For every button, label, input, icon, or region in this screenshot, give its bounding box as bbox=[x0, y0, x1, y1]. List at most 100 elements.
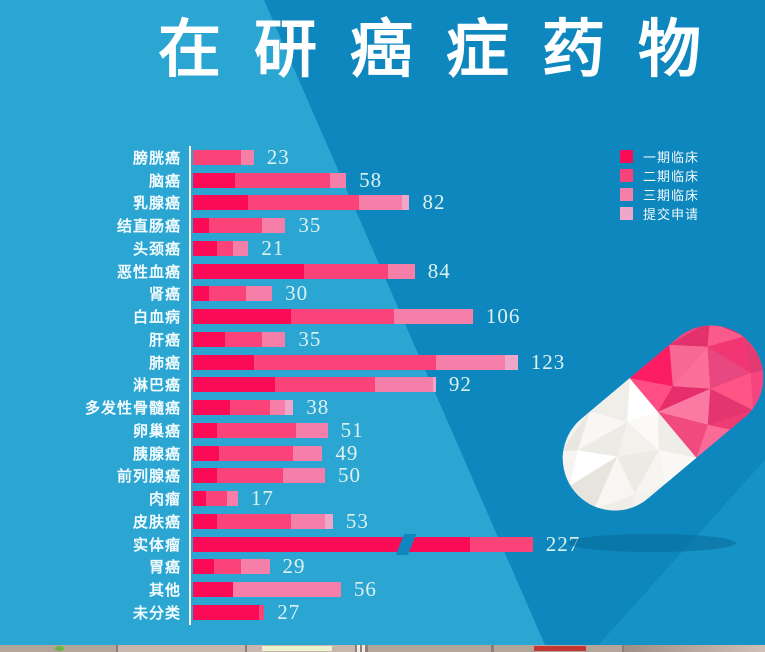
value-label: 51 bbox=[340, 417, 364, 442]
value-label: 84 bbox=[427, 258, 451, 283]
taskbar-button[interactable] bbox=[0, 645, 116, 652]
taskbar-button[interactable] bbox=[494, 645, 622, 652]
legend-item: 提交申请 bbox=[620, 204, 699, 223]
chart-row: 白血病 106 bbox=[0, 305, 640, 328]
category-label: 卵巢癌 bbox=[132, 422, 181, 440]
bar-segment-phase2 bbox=[224, 331, 262, 347]
bar-segment-phase3 bbox=[375, 377, 434, 393]
capsule-pill-illustration bbox=[541, 298, 765, 556]
bar-segment-phase2 bbox=[216, 513, 291, 529]
bar-segment-phase3 bbox=[293, 445, 323, 461]
taskbar bbox=[0, 645, 765, 652]
category-label: 胰腺癌 bbox=[132, 445, 181, 463]
bar-segment-phase3 bbox=[290, 513, 325, 529]
bar-segment-phase1 bbox=[193, 422, 217, 438]
chart-row: 卵巢癌 51 bbox=[0, 419, 640, 442]
taskbar-button[interactable] bbox=[357, 645, 360, 652]
bar-segment-phase3 bbox=[245, 286, 273, 302]
chart-row: 头颈癌 21 bbox=[0, 237, 640, 260]
bar-segment-phase2 bbox=[290, 309, 394, 325]
chart-row: 乳腺癌 82 bbox=[0, 192, 640, 215]
page-title: 在研癌症药物 bbox=[158, 15, 734, 85]
axis-line bbox=[189, 146, 191, 625]
bar-segment-phase3 bbox=[261, 218, 286, 234]
legend-item: 三期临床 bbox=[620, 185, 699, 204]
taskbar-button-icon bbox=[534, 646, 586, 651]
stacked-bar bbox=[193, 422, 328, 438]
bar-segment-phase3 bbox=[330, 172, 347, 188]
bar-segment-phase3 bbox=[359, 195, 402, 211]
category-label: 白血病 bbox=[132, 309, 181, 327]
value-label: 23 bbox=[266, 144, 290, 169]
legend-label: 三期临床 bbox=[643, 188, 700, 203]
bar-segment-phase1 bbox=[193, 491, 207, 507]
taskbar-button[interactable] bbox=[118, 645, 245, 652]
value-label: 50 bbox=[337, 463, 361, 488]
bar-segment-phase1 bbox=[193, 354, 254, 370]
category-label: 乳腺癌 bbox=[132, 195, 181, 213]
bar-segment-phase1 bbox=[193, 468, 217, 484]
chart-row: 多发性骨髓癌 38 bbox=[0, 396, 640, 419]
value-label: 123 bbox=[530, 349, 566, 374]
stacked-bar bbox=[193, 559, 270, 575]
bar-segment-phase1 bbox=[193, 536, 470, 552]
value-label: 227 bbox=[545, 531, 581, 556]
stacked-bar bbox=[193, 377, 436, 393]
bar-segment-phase3 bbox=[227, 491, 238, 507]
bar-segment-phase4 bbox=[401, 195, 410, 211]
category-label: 恶性血癌 bbox=[116, 263, 181, 281]
category-label: 结直肠癌 bbox=[116, 218, 181, 236]
value-label: 58 bbox=[359, 167, 383, 192]
stacked-bar bbox=[193, 263, 415, 279]
bar-segment-phase2 bbox=[248, 195, 360, 211]
bar-segment-phase3 bbox=[232, 582, 341, 598]
bar-segment-phase2 bbox=[216, 240, 233, 256]
stacked-bar bbox=[193, 491, 238, 507]
bar-segment-phase2 bbox=[219, 445, 294, 461]
stacked-bar bbox=[193, 195, 410, 211]
bar-segment-phase1 bbox=[193, 400, 230, 416]
category-label: 肉瘤 bbox=[148, 491, 181, 509]
chart-row: 恶性血癌 84 bbox=[0, 260, 640, 283]
bar-segment-phase1 bbox=[193, 195, 249, 211]
stacked-bar bbox=[193, 218, 286, 234]
pill-shadow bbox=[568, 534, 736, 552]
legend-label: 二期临床 bbox=[643, 169, 700, 184]
bar-segment-phase1 bbox=[193, 445, 220, 461]
category-label: 头颈癌 bbox=[132, 240, 181, 258]
chart-row: 膀胱癌 23 bbox=[0, 146, 640, 169]
category-label: 胃癌 bbox=[148, 559, 181, 577]
category-label: 皮肤癌 bbox=[132, 513, 181, 531]
stacked-bar bbox=[193, 309, 473, 325]
legend: 一期临床 二期临床 三期临床 提交申请 bbox=[620, 147, 699, 223]
bar-segment-phase2 bbox=[208, 218, 262, 234]
category-label: 脑癌 bbox=[148, 172, 181, 190]
bar-segment-phase2 bbox=[274, 377, 376, 393]
bar-chart: 膀胱癌 23 脑癌 58 乳腺癌 82 结直肠癌 35 头颈癌 21 恶性血癌 84 肾癌 30 白血病 10… bbox=[0, 146, 640, 624]
legend-swatch bbox=[620, 207, 633, 220]
taskbar-button[interactable] bbox=[247, 645, 355, 652]
bar-segment-phase4 bbox=[433, 377, 436, 393]
bar-segment-phase3 bbox=[232, 240, 249, 256]
taskbar-button[interactable] bbox=[362, 645, 365, 652]
chart-row: 未分类 27 bbox=[0, 601, 640, 624]
bar-segment-phase1 bbox=[193, 331, 225, 347]
chart-row: 肝癌 35 bbox=[0, 328, 640, 351]
value-label: 38 bbox=[306, 395, 330, 420]
taskbar-button[interactable] bbox=[624, 645, 765, 652]
chart-row: 实体瘤 227 bbox=[0, 533, 640, 556]
taskbar-button[interactable] bbox=[368, 645, 491, 652]
stacked-bar bbox=[193, 468, 325, 484]
bar-segment-phase2 bbox=[303, 263, 389, 279]
stacked-bar bbox=[193, 445, 323, 461]
stacked-bar bbox=[193, 172, 347, 188]
bar-segment-phase3 bbox=[388, 263, 415, 279]
category-label: 淋巴癌 bbox=[132, 377, 181, 395]
bar-segment-phase2 bbox=[208, 286, 246, 302]
bar-segment-phase1 bbox=[193, 218, 209, 234]
bar-segment-phase4 bbox=[285, 400, 294, 416]
stacked-bar bbox=[193, 240, 249, 256]
stacked-bar bbox=[193, 149, 254, 165]
bar-segment-phase2 bbox=[193, 149, 241, 165]
